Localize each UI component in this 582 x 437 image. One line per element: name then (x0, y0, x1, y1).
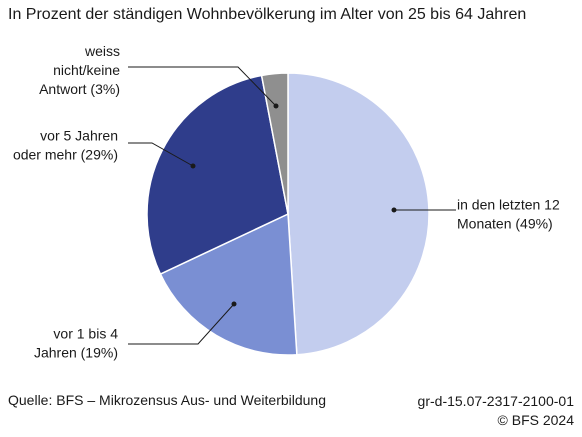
leader-dot-2 (231, 301, 237, 307)
pie-slice-2 (159, 212, 298, 356)
leader-line-2 (128, 303, 235, 345)
leader-dot-3 (190, 163, 196, 169)
source-note: Quelle: BFS – Mikrozensus Aus- und Weite… (8, 392, 327, 408)
leader-line-3 (128, 142, 194, 167)
chart-code: gr-d-15.07-2317-2100-01 (417, 393, 574, 409)
chart-id-block: gr-d-15.07-2317-2100-01 © BFS 2024 (418, 392, 574, 430)
pie-slice-1 (287, 72, 430, 356)
slice-label-4: weiss nicht/keine Antwort (3%) (39, 43, 120, 97)
slice-label-2: vor 1 bis 4 Jahren (19%) (34, 326, 118, 361)
slice-label-3: vor 5 Jahren oder mehr (29%) (13, 128, 118, 163)
pie-slice-3 (146, 74, 289, 276)
leader-dot-1 (391, 207, 397, 213)
leader-dot-4 (273, 103, 279, 109)
copyright: © BFS 2024 (497, 412, 574, 428)
pie-slice-4 (260, 72, 289, 215)
slice-label-1: in den letzten 12 Monaten (49%) (457, 197, 560, 232)
chart-title: In Prozent der ständigen Wohnbevölkerung… (8, 6, 527, 23)
leader-line-4 (128, 66, 277, 107)
